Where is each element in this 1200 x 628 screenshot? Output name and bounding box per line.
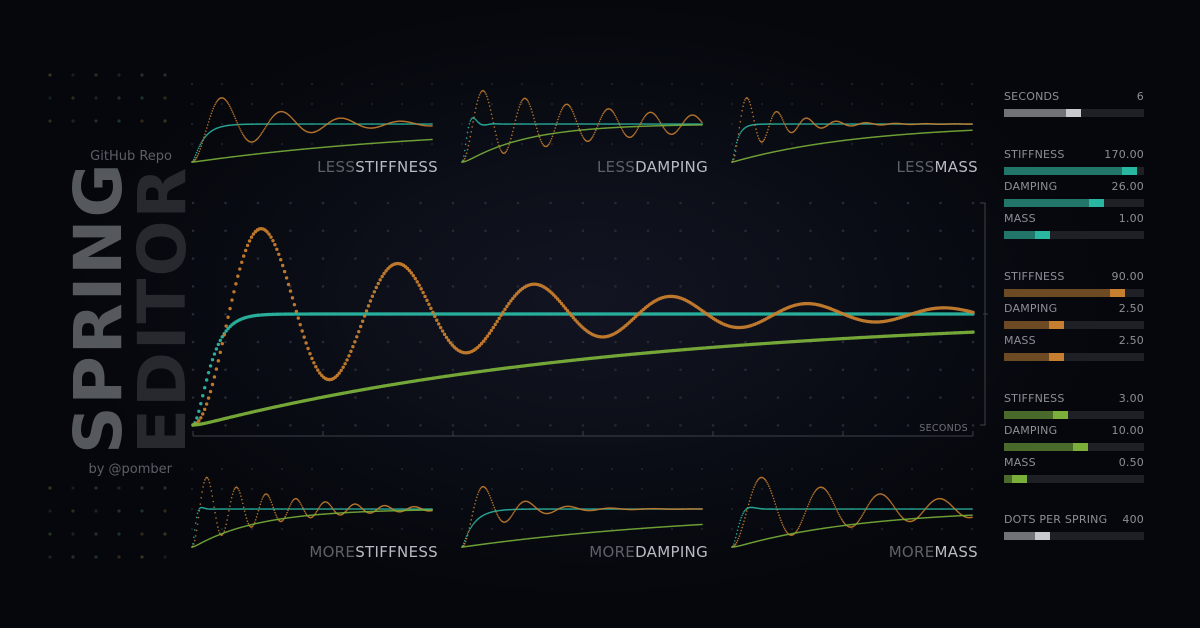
mini-chart-less-stiffness: LESSSTIFFNESS [188,78,438,178]
decorative-dot-grid-top [48,73,167,123]
title-block: GitHub Repo SPRING EDITOR by @pomber [40,140,201,490]
mini-chart-more-mass: MOREMASS [728,463,978,563]
control-value: 10.00 [1111,424,1144,437]
author-link[interactable]: by @pomber [88,462,172,477]
dots-per-spring-control: DOTS PER SPRING 400 [1004,513,1144,540]
spring-c-stiffness-control: STIFFNESS 3.00 [1004,392,1144,419]
control-value: 26.00 [1111,180,1144,193]
slider-thumb[interactable] [1012,475,1027,483]
spring-a-stiffness-control: STIFFNESS 170.00 [1004,148,1144,175]
control-value: 2.50 [1118,302,1144,315]
slider-thumb[interactable] [1035,231,1050,239]
control-label: MASS [1004,212,1036,225]
control-value: 3.00 [1118,392,1144,405]
slider-thumb[interactable] [1089,199,1104,207]
spring-c-damping-control: DAMPING 10.00 [1004,424,1144,451]
control-label: DOTS PER SPRING [1004,513,1108,526]
control-label: DAMPING [1004,302,1058,315]
control-label: DAMPING [1004,424,1058,437]
mini-chart-more-damping: MOREDAMPING [458,463,708,563]
github-repo-link[interactable]: GitHub Repo [90,149,172,164]
mini-chart-label: LESSMASS [896,158,978,176]
spring-c-mass-slider[interactable] [1004,475,1144,483]
control-label: MASS [1004,334,1036,347]
mini-chart-plot [731,83,973,163]
slider-thumb[interactable] [1066,109,1081,117]
spring-a-stiffness-slider[interactable] [1004,167,1144,175]
slider-thumb[interactable] [1035,532,1050,540]
control-value: 0.50 [1118,456,1144,469]
main-chart-plot [191,201,988,437]
spring-b-damping-control: DAMPING 2.50 [1004,302,1144,329]
mini-chart-less-damping: LESSDAMPING [458,78,708,178]
slider-thumb[interactable] [1073,443,1088,451]
control-value: 170.00 [1104,148,1144,161]
spring-b-mass-slider[interactable] [1004,353,1144,361]
control-label: STIFFNESS [1004,148,1065,161]
seconds-control: SECONDS 6 [1004,90,1144,117]
mini-chart-plot [191,83,433,163]
spring-a-damping-control: DAMPING 26.00 [1004,180,1144,207]
mini-chart-less-mass: LESSMASS [728,78,978,178]
control-value: 400 [1122,513,1144,526]
control-value: 2.50 [1118,334,1144,347]
mini-chart-label: MOREMASS [888,543,978,561]
mini-chart-more-stiffness: MORESTIFFNESS [188,463,438,563]
spring-c-mass-control: MASS 0.50 [1004,456,1144,483]
spring-b-mass-control: MASS 2.50 [1004,334,1144,361]
control-value: 90.00 [1111,270,1144,283]
mini-chart-label: LESSDAMPING [597,158,708,176]
spring-b-stiffness-control: STIFFNESS 90.00 [1004,270,1144,297]
mini-chart-plot [191,468,433,548]
control-value: 1.00 [1118,212,1144,225]
mini-chart-plot [731,468,973,548]
control-value: 6 [1136,90,1144,103]
spring-c-stiffness-slider[interactable] [1004,411,1144,419]
spring-b-damping-slider[interactable] [1004,321,1144,329]
spring-a-mass-slider[interactable] [1004,231,1144,239]
slider-thumb[interactable] [1122,167,1137,175]
x-axis-label: SECONDS [919,423,968,434]
spring-b-stiffness-slider[interactable] [1004,289,1144,297]
seconds-slider[interactable] [1004,109,1144,117]
dots-per-spring-slider[interactable] [1004,532,1144,540]
spring-a-mass-control: MASS 1.00 [1004,212,1144,239]
slider-thumb[interactable] [1053,411,1068,419]
control-label: STIFFNESS [1004,270,1065,283]
control-label: SECONDS [1004,90,1060,103]
control-label: MASS [1004,456,1036,469]
decorative-dot-grid-bottom [48,486,167,559]
slider-thumb[interactable] [1049,353,1064,361]
control-label: STIFFNESS [1004,392,1065,405]
slider-thumb[interactable] [1110,289,1125,297]
mini-chart-plot [461,468,703,548]
control-label: DAMPING [1004,180,1058,193]
mini-chart-label: MORESTIFFNESS [309,543,438,561]
slider-thumb[interactable] [1049,321,1064,329]
spring-c-damping-slider[interactable] [1004,443,1144,451]
mini-chart-label: MOREDAMPING [589,543,708,561]
main-spring-chart: SECONDS [185,195,990,445]
mini-chart-label: LESSSTIFFNESS [317,158,438,176]
spring-a-damping-slider[interactable] [1004,199,1144,207]
mini-chart-plot [461,83,703,163]
